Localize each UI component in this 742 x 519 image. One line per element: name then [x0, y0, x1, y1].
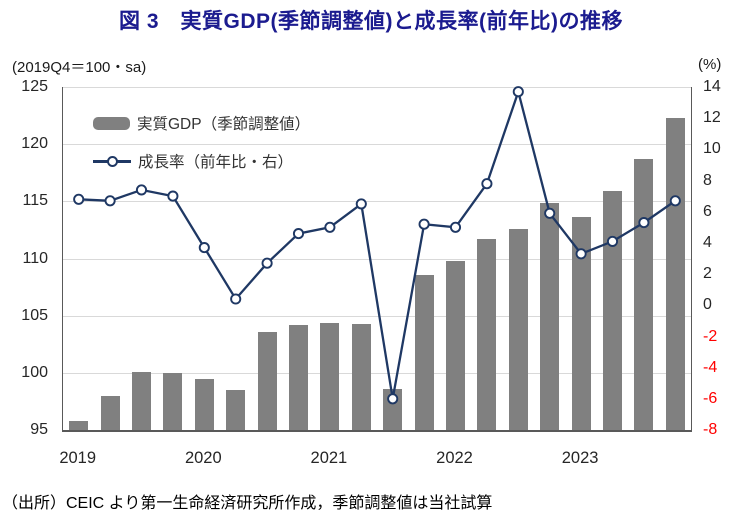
source-note: （出所）CEIC より第一生命経済研究所作成，季節調整値は当社試算	[2, 495, 493, 512]
gridline	[63, 372, 691, 374]
right-tick-label: 2	[703, 265, 712, 283]
gdp-bar	[69, 420, 89, 430]
year-label: 2022	[436, 449, 473, 467]
legend: 実質GDP（季節調整値） 成長率（前年比・右）	[93, 111, 310, 187]
growth-marker	[669, 195, 681, 207]
gdp-bar	[446, 260, 465, 430]
gdp-bar	[100, 395, 120, 430]
left-tick-label: 110	[22, 249, 48, 267]
gridline	[63, 87, 691, 88]
gdp-bar	[665, 117, 685, 430]
growth-marker	[230, 293, 242, 305]
gdp-bar	[477, 239, 497, 430]
legend-item-growth: 成長率（前年比・右）	[93, 149, 310, 173]
growth-marker	[638, 217, 650, 229]
growth-marker	[198, 242, 210, 254]
legend-item-gdp: 実質GDP（季節調整値）	[93, 111, 310, 135]
gdp-bar	[132, 371, 151, 430]
growth-marker	[606, 235, 619, 247]
right-tick-label: -6	[703, 389, 718, 407]
gdp-bar-swatch-icon	[93, 116, 130, 130]
right-tick-label: -2	[703, 327, 718, 345]
gridline	[63, 144, 691, 146]
right-tick-label: 8	[703, 171, 712, 189]
gdp-bar	[540, 202, 560, 430]
growth-line-swatch-icon	[93, 155, 131, 167]
growth-marker	[104, 195, 116, 207]
left-tick-label: 120	[21, 135, 48, 153]
gdp-bar	[289, 324, 308, 430]
left-tick-label: 105	[21, 306, 48, 324]
gdp-bar	[351, 323, 371, 430]
growth-marker	[324, 221, 336, 233]
year-label: 2020	[184, 449, 222, 467]
growth-line-path	[78, 87, 676, 400]
right-tick-label: 12	[703, 109, 721, 127]
right-tick-label: -4	[703, 358, 718, 376]
growth-marker	[292, 228, 305, 240]
gridline	[63, 315, 691, 317]
gdp-bar	[163, 372, 183, 430]
year-label: 2019	[59, 449, 97, 467]
gdp-bar	[194, 378, 214, 430]
right-tick-label: -8	[703, 421, 718, 438]
left-axis-unit: (2019Q4＝100・sa)	[12, 59, 147, 76]
gdp-bar	[414, 274, 434, 430]
growth-marker	[418, 218, 430, 230]
gdp-bar	[226, 390, 246, 430]
right-tick-label: 4	[703, 233, 712, 251]
left-tick-label: 125	[21, 78, 48, 95]
gridline	[63, 201, 691, 203]
gdp-bar	[571, 217, 591, 430]
right-tick-label: 10	[703, 140, 721, 158]
growth-line	[73, 86, 681, 405]
growth-marker	[135, 184, 148, 196]
right-tick-label: 14	[703, 78, 721, 95]
right-tick-label: 0	[703, 296, 712, 314]
growth-marker	[73, 193, 85, 205]
year-label: 2023	[561, 449, 599, 467]
left-tick-label: 95	[30, 421, 48, 438]
right-tick-label: 6	[703, 202, 712, 220]
chart-title: 図 3 実質GDP(季節調整値)と成長率(前年比)の推移	[119, 10, 623, 33]
growth-marker	[449, 221, 462, 233]
right-axis-unit: (%)	[698, 56, 722, 73]
growth-marker	[575, 248, 587, 260]
gdp-bar	[320, 322, 340, 430]
growth-legend-label: 成長率（前年比・右）	[138, 154, 294, 171]
gdp-bar	[257, 331, 277, 430]
growth-marker	[387, 393, 399, 405]
year-label: 2021	[310, 449, 348, 467]
plot-area: 実質GDP（季節調整値） 成長率（前年比・右）	[62, 86, 692, 432]
gridline	[63, 258, 691, 260]
gdp-legend-label: 実質GDP（季節調整値）	[137, 116, 311, 133]
growth-marker	[167, 190, 179, 202]
left-tick-label: 115	[22, 192, 48, 210]
growth-marker	[355, 198, 367, 210]
growth-marker	[261, 257, 273, 269]
gdp-bar	[508, 228, 528, 430]
growth-marker	[481, 178, 493, 190]
growth-marker	[512, 86, 524, 98]
growth-marker	[544, 207, 556, 219]
left-tick-label: 100	[21, 363, 48, 381]
gdp-bar	[603, 191, 622, 430]
